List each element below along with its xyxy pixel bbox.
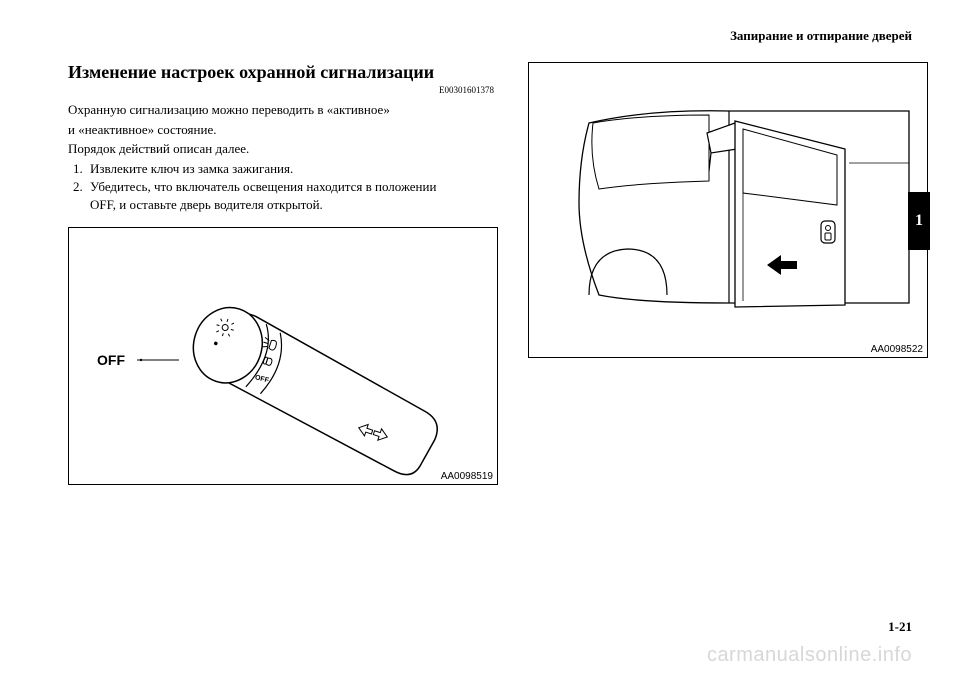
content-columns: Изменение настроек охранной сигнализации… [68, 62, 912, 485]
paragraph: и «неактивное» состояние. [68, 121, 498, 139]
chapter-tab: 1 [908, 192, 930, 250]
page-number: 1-21 [888, 619, 912, 635]
figure-code: AA0098519 [441, 471, 493, 482]
watermark: carmanualsonline.info [707, 644, 912, 667]
paragraph: Порядок действий описан далее. [68, 140, 498, 158]
step-item: Извлеките ключ из замка зажигания. [86, 160, 498, 178]
right-column: AA0098522 [528, 62, 928, 485]
figure-code: AA0098522 [871, 344, 923, 355]
figure-door-open: AA0098522 [528, 62, 928, 358]
stalk-illustration: OFF [69, 228, 499, 486]
step-text: OFF, и оставьте дверь водителя открытой. [90, 197, 323, 212]
doc-code: E00301601378 [68, 85, 498, 95]
left-column: Изменение настроек охранной сигнализации… [68, 62, 498, 485]
figure-switch-stalk: OFF [68, 227, 498, 485]
step-item: Убедитесь, что включатель освещения нахо… [86, 178, 498, 213]
header-section: Запирание и отпирание дверей [730, 28, 912, 44]
step-list: Извлеките ключ из замка зажигания. Убеди… [68, 160, 498, 214]
paragraph: Охранную сигнализацию можно переводить в… [68, 101, 498, 119]
step-text: Убедитесь, что включатель освещения нахо… [90, 179, 436, 194]
off-label: OFF [97, 352, 125, 368]
door-illustration [529, 63, 929, 359]
section-title: Изменение настроек охранной сигнализации [68, 62, 498, 83]
